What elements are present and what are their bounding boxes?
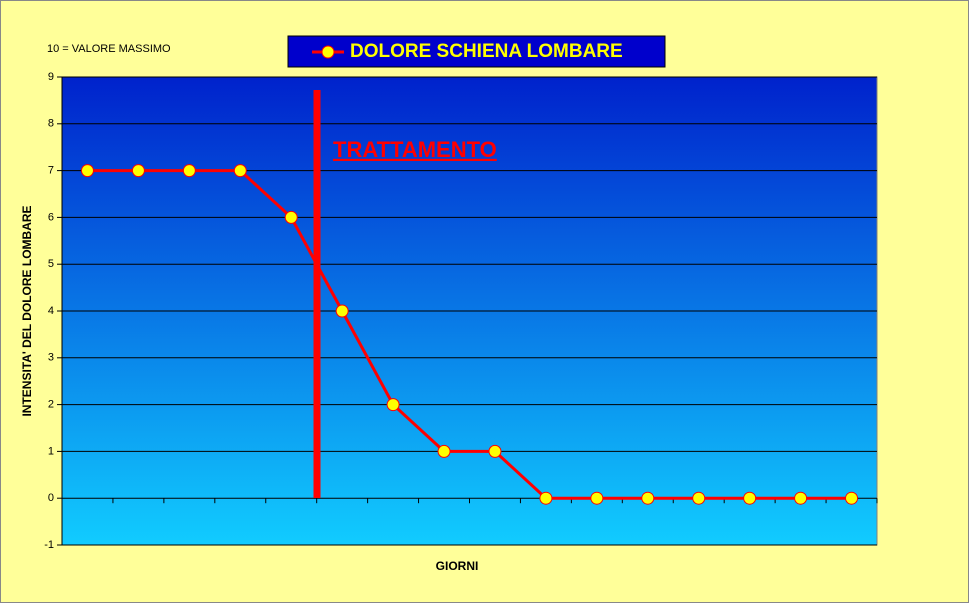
y-tick-label: 5 [48,258,54,270]
point [386,398,400,412]
point [437,444,451,458]
y-tick-label: 4 [48,305,54,317]
point [743,491,757,505]
point [794,491,808,505]
point [488,444,502,458]
point [284,210,298,224]
x-axis-label: GIORNI [436,559,479,573]
treatment-label: TRATTAMENTO [333,137,497,162]
point [539,491,553,505]
series [80,164,859,505]
y-tick-label: 8 [48,118,54,130]
y-tick-label: -1 [44,539,54,551]
point [80,164,94,178]
series-line [87,169,852,500]
legend-marker [321,45,335,59]
y-tick-label: 3 [48,352,54,364]
y-tick-label: 2 [48,399,54,411]
y-tick-label: 0 [48,492,54,504]
legend-box [287,35,666,68]
point [845,491,859,505]
legend-label: DOLORE SCHIENA LOMBARE [350,41,623,62]
point [692,491,706,505]
y-axis-label: INTENSITA' DEL DOLORE LOMBARE [20,205,34,416]
point [641,491,655,505]
point [131,164,145,178]
legend: DOLORE SCHIENA LOMBARE [287,35,666,68]
y-tick-label: 6 [48,211,54,223]
point [233,164,247,178]
y-tick-label: 7 [48,165,54,177]
point [590,491,604,505]
point [335,304,349,318]
y-tick-label: 9 [48,71,54,83]
grid: -1 0 1 2 3 4 5 6 7 8 9 [44,71,878,551]
point [182,164,196,178]
note: 10 = VALORE MASSIMO [47,43,171,55]
y-tick-label: 1 [48,445,54,457]
